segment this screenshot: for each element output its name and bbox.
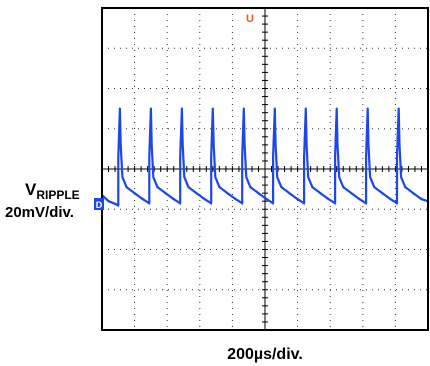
y-axis-label-sub: RIPPLE bbox=[36, 188, 79, 202]
trigger-marker: U bbox=[246, 13, 254, 25]
series-noise-0 bbox=[101, 109, 429, 208]
plot-frame bbox=[101, 7, 429, 331]
channel-marker-label: D bbox=[96, 200, 103, 210]
trigger-marker-label: U bbox=[246, 13, 254, 25]
y-scale-label: 20mV/div. bbox=[5, 204, 74, 221]
ripple-trace bbox=[101, 107, 429, 208]
y-axis-label-main: V bbox=[25, 180, 37, 199]
channel-marker: D bbox=[94, 198, 104, 210]
grid bbox=[101, 7, 429, 331]
y-axis-label: VRIPPLE bbox=[25, 180, 80, 202]
x-axis-label: 200µs/div. bbox=[227, 346, 303, 363]
